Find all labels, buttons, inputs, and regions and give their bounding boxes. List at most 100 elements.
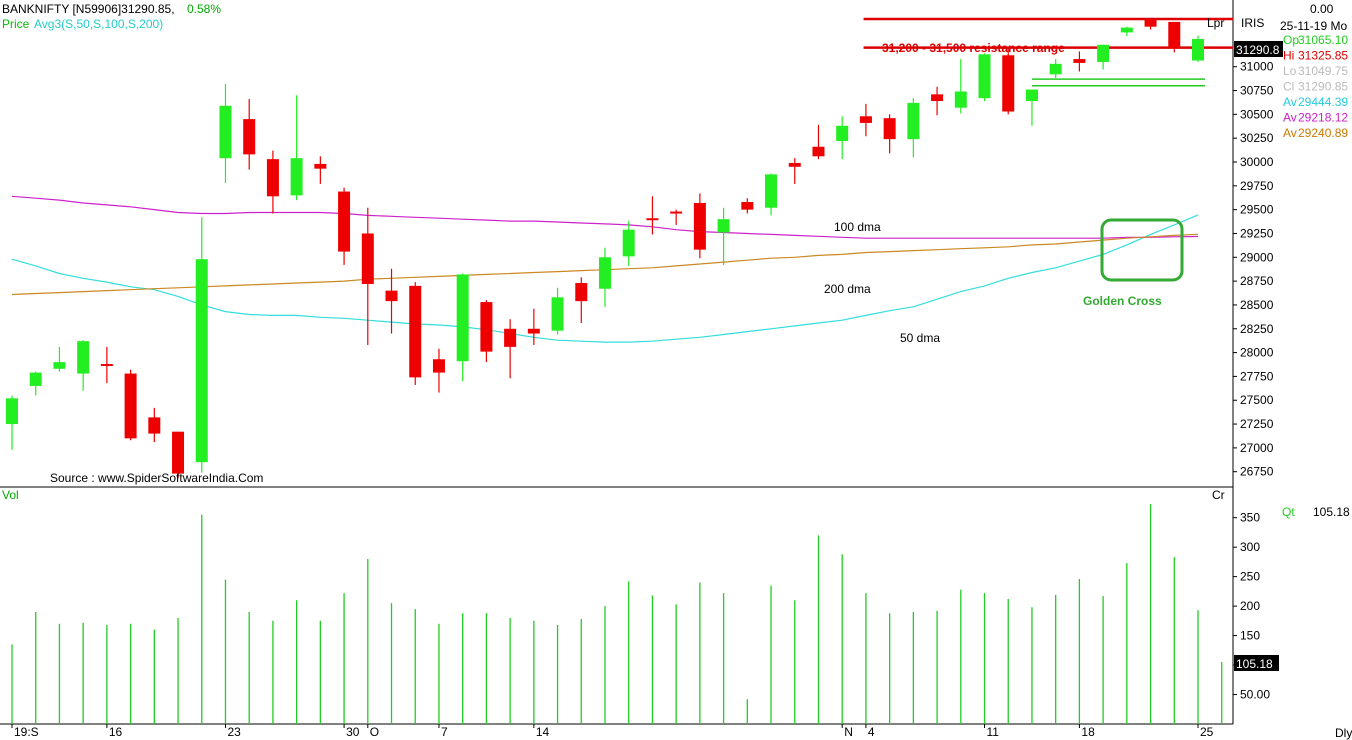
date-tick-label: 18 xyxy=(1081,725,1095,739)
candle-body xyxy=(931,94,944,102)
volume-tag-value: 105.18 xyxy=(1236,657,1273,671)
ohlc-label: Lo xyxy=(1283,64,1297,78)
price-tick-label: 29750 xyxy=(1240,179,1274,193)
candle xyxy=(1144,18,1157,30)
price-tick-label: 29250 xyxy=(1240,226,1274,240)
candle-body xyxy=(266,159,279,197)
candle xyxy=(266,150,279,214)
date-tick-label: 25 xyxy=(1200,725,1214,739)
candle-body xyxy=(1120,27,1133,33)
candle xyxy=(788,158,801,184)
date-axis: 19:S 16 23 30 O 7 14 N 4 11 18 25 xyxy=(11,724,1214,739)
candle xyxy=(670,209,683,225)
symbol-title: BANKNIFTY [N59906]31290.85, xyxy=(2,2,175,16)
qt-value: 105.18 xyxy=(1313,505,1350,519)
candle xyxy=(124,369,137,441)
date-tick-label: O xyxy=(370,725,379,739)
candle xyxy=(527,308,540,345)
price-tick-label: 30750 xyxy=(1240,84,1274,98)
ohlc-label: Hi xyxy=(1283,49,1294,63)
candle xyxy=(53,346,66,372)
candle xyxy=(243,99,256,170)
ohlc-value: 29240.89 xyxy=(1298,126,1348,140)
dma50-line xyxy=(11,214,1199,343)
candle xyxy=(77,340,90,391)
candle xyxy=(646,196,659,235)
candle-body xyxy=(717,219,730,233)
dma200-annotation: 200 dma xyxy=(824,282,871,296)
candle-body xyxy=(243,119,256,155)
ohlc-label: Cl xyxy=(1283,80,1294,94)
price-tick-label: 30250 xyxy=(1240,131,1274,145)
ohlc-label: Av xyxy=(1283,111,1297,125)
candle-body xyxy=(765,174,778,208)
candle-body xyxy=(883,118,896,140)
golden-cross-annotation: Golden Cross xyxy=(1083,294,1162,308)
candle-body xyxy=(1025,89,1038,102)
ohlc-label: Op xyxy=(1283,33,1299,47)
candle-body xyxy=(812,146,825,157)
price-tick-label: 30000 xyxy=(1240,155,1274,169)
candle-body xyxy=(314,163,327,169)
candle-body xyxy=(480,302,493,352)
candle-body xyxy=(836,125,849,142)
candle xyxy=(6,395,18,450)
candle-body xyxy=(527,328,540,334)
candle xyxy=(883,114,896,154)
candle xyxy=(907,98,920,158)
date-tick-label: 30 xyxy=(346,725,360,739)
horizontal-levels xyxy=(863,17,1234,87)
candle-body xyxy=(432,359,445,373)
candle-body xyxy=(361,233,374,284)
volume-tick-label: 150 xyxy=(1240,629,1260,643)
cr-label: Cr xyxy=(1212,488,1225,502)
candle-body xyxy=(53,362,66,369)
ohlc-value: 29218.12 xyxy=(1298,111,1348,125)
date-tick-label: 7 xyxy=(441,725,448,739)
ohlc-value: 31325.85 xyxy=(1298,49,1348,63)
candle-body xyxy=(148,417,161,434)
candle xyxy=(385,268,398,334)
price-label: Price xyxy=(2,17,30,31)
resistance-annotation: 31,200 - 31,500 resistance range xyxy=(882,41,1065,55)
ohlc-label: Av xyxy=(1283,126,1297,140)
candle xyxy=(456,273,469,382)
candle-body xyxy=(124,373,137,439)
price-tick-label: 26750 xyxy=(1240,465,1274,479)
candle-body xyxy=(172,431,185,474)
candle-body xyxy=(670,211,683,214)
candle xyxy=(361,207,374,345)
volume-tick-label: 200 xyxy=(1240,599,1260,613)
candle-body xyxy=(1168,21,1181,48)
qt-label: Qt xyxy=(1282,505,1295,519)
candle xyxy=(29,371,42,396)
candle xyxy=(717,207,730,265)
candle-body xyxy=(1192,38,1204,61)
ohlc-value: 31290.85 xyxy=(1298,80,1348,94)
candle-body xyxy=(954,91,967,108)
candle xyxy=(314,156,327,184)
candle-body xyxy=(1049,63,1062,75)
golden-cross-box xyxy=(1100,218,1184,282)
candle xyxy=(741,198,754,214)
period-label: Dly xyxy=(1335,726,1352,740)
candle-body xyxy=(693,202,706,250)
top-value: 0.00 xyxy=(1310,2,1334,16)
price-tick-label: 28750 xyxy=(1240,274,1274,288)
candle xyxy=(1168,21,1181,53)
last-price-value: 31290.8 xyxy=(1236,43,1280,57)
candle-body xyxy=(907,102,920,140)
candle-body xyxy=(599,257,611,289)
date-tick-label: N xyxy=(844,725,853,739)
candle xyxy=(859,103,872,137)
candle-body xyxy=(6,398,18,425)
candle-body xyxy=(195,259,208,463)
candle-body xyxy=(978,54,991,99)
volume-tick-label: 300 xyxy=(1240,540,1260,554)
candle-body xyxy=(859,116,872,123)
candle xyxy=(599,247,611,307)
price-tick-label: 29000 xyxy=(1240,250,1274,264)
candle xyxy=(954,59,967,114)
candle xyxy=(219,83,232,183)
